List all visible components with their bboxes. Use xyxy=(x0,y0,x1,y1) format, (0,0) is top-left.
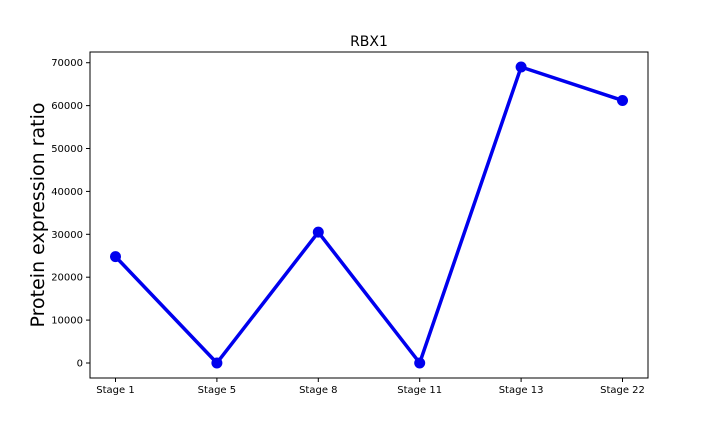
series-group xyxy=(110,61,628,369)
data-point xyxy=(110,251,121,263)
y-tick-label: 0 xyxy=(77,358,83,369)
y-tick-label: 70000 xyxy=(51,58,83,69)
data-point xyxy=(515,61,527,73)
x-tick-label: Stage 11 xyxy=(397,385,442,396)
y-axis-label: Protein expression ratio xyxy=(27,103,49,328)
series-line xyxy=(114,65,624,365)
y-tick-label: 40000 xyxy=(51,187,83,198)
x-tick-label: Stage 13 xyxy=(499,385,544,396)
y-tick-label: 30000 xyxy=(51,230,83,241)
x-tick-label: Stage 8 xyxy=(299,385,337,396)
y-tick-label: 20000 xyxy=(51,273,83,284)
data-point xyxy=(211,357,223,369)
data-point xyxy=(312,226,324,238)
y-tick-label: 10000 xyxy=(51,316,83,327)
x-tick-label: Stage 5 xyxy=(198,385,236,396)
x-tick-label: Stage 22 xyxy=(600,385,645,396)
y-tick-label: 60000 xyxy=(51,101,83,112)
plot-frame xyxy=(89,51,649,379)
x-axis: Stage 1 Stage 5 Stage 8 Stage 11 Stage 13 Sta… xyxy=(96,378,645,396)
x-tick-label: Stage 1 xyxy=(96,385,134,396)
y-tick-label: 50000 xyxy=(51,144,83,155)
data-point xyxy=(414,357,426,369)
y-axis: 0 10000 20000 30000 40000 50000 60000 70000 xyxy=(51,58,90,369)
chart-title: RBX1 xyxy=(350,34,388,50)
data-point xyxy=(617,94,628,106)
